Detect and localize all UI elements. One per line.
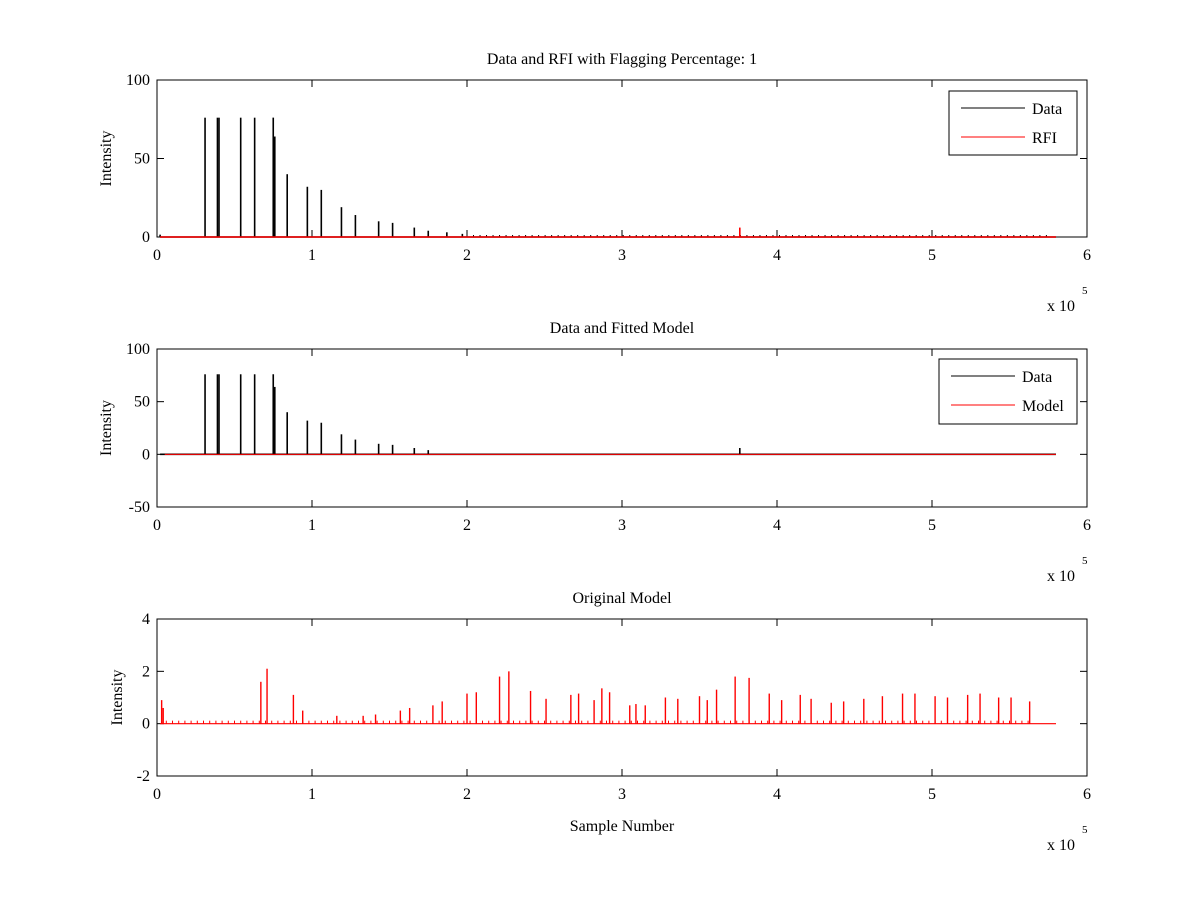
chart-panel-1: Data and RFI with Flagging Percentage: 1…: [98, 51, 1091, 315]
plot-area-3: [156, 618, 1088, 777]
chart-panel-3: Original Model Intensity Sample Number 0 1 2 3…: [109, 590, 1091, 854]
y-tick-label: 50: [134, 394, 150, 411]
legend-box: [948, 90, 1078, 156]
legend-2: Data Model: [938, 358, 1078, 425]
legend-label: RFI: [1032, 130, 1057, 147]
y-tick-label: 0: [142, 716, 150, 733]
chart-panel-2: Data and Fitted Model Intensity 0 1 2 3 4 5 6 -50…: [98, 320, 1091, 585]
x-tick-label: 4: [773, 786, 781, 803]
y-axis-label-1: Intensity: [98, 131, 115, 187]
x-tick-label: 5: [928, 247, 936, 264]
y-tick-label: 4: [142, 611, 150, 628]
y-tick-label: 0: [142, 446, 150, 463]
x-tick-label: 5: [928, 786, 936, 803]
y-tick-label: 0: [142, 229, 150, 246]
y-tick-label: -2: [137, 768, 150, 785]
series-1-panel-3: [160, 668, 1056, 725]
x-tick-label: 3: [618, 786, 626, 803]
chart-title-2: Data and Fitted Model: [550, 320, 695, 337]
x-tick-label: 6: [1083, 247, 1091, 264]
x-tick-label: 3: [618, 247, 626, 264]
x-tick-label: 6: [1083, 786, 1091, 803]
x-tick-label: 2: [463, 247, 471, 264]
x-tick-label: 0: [153, 786, 161, 803]
y-tick-label: -50: [129, 499, 150, 516]
x-exponent-base: x 10: [1047, 837, 1075, 854]
y-axis-label-3: Intensity: [109, 670, 126, 726]
x-axis-label-3: Sample Number: [570, 818, 675, 835]
legend-box: [938, 358, 1078, 425]
x-tick-label: 4: [773, 247, 781, 264]
x-tick-label: 4: [773, 517, 781, 534]
x-exponent-power: 5: [1082, 555, 1088, 567]
x-exponent-base: x 10: [1047, 298, 1075, 315]
legend-label: Data: [1032, 101, 1062, 118]
legend-label: Data: [1022, 369, 1052, 386]
x-tick-label: 0: [153, 247, 161, 264]
x-tick-label: 2: [463, 786, 471, 803]
y-tick-label: 2: [142, 663, 150, 680]
legend-label: Model: [1022, 398, 1064, 415]
x-tick-label: 5: [928, 517, 936, 534]
x-exponent-base: x 10: [1047, 568, 1075, 585]
x-exponent-power: 5: [1082, 824, 1088, 836]
y-axis-label-2: Intensity: [98, 400, 115, 456]
chart-title-3: Original Model: [572, 590, 672, 607]
plot-area-2: [156, 348, 1088, 508]
x-tick-label: 1: [308, 786, 316, 803]
x-tick-label: 6: [1083, 517, 1091, 534]
x-tick-label: 1: [308, 517, 316, 534]
x-exponent-power: 5: [1082, 285, 1088, 297]
legend-1: Data RFI: [948, 90, 1078, 156]
plot-area-1: [156, 79, 1088, 238]
x-tick-label: 1: [308, 247, 316, 264]
y-tick-label: 50: [134, 151, 150, 168]
y-tick-label: 100: [126, 341, 150, 358]
chart-title-1: Data and RFI with Flagging Percentage: 1: [487, 51, 757, 68]
series-2-panel-1: [160, 227, 1056, 238]
x-tick-label: 0: [153, 517, 161, 534]
y-tick-label: 100: [126, 72, 150, 89]
x-tick-label: 3: [618, 517, 626, 534]
x-tick-label: 2: [463, 517, 471, 534]
